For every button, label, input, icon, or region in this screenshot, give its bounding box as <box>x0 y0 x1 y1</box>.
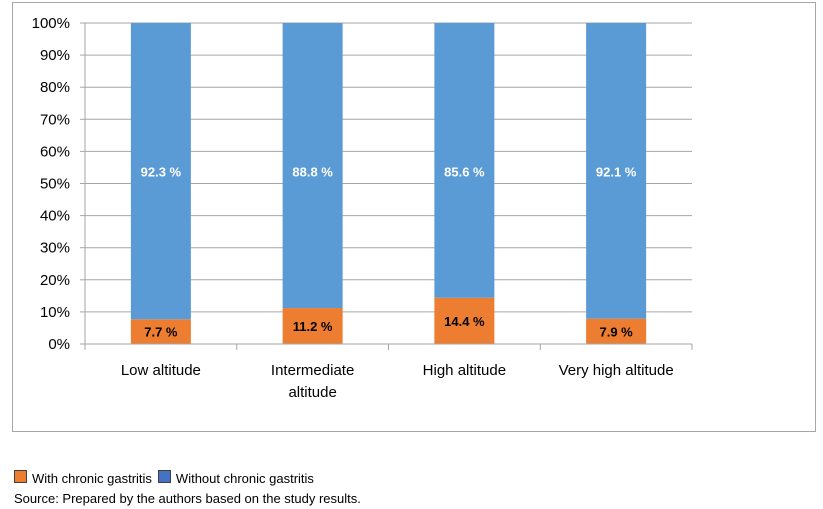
x-category-label: Low altitude <box>121 362 201 379</box>
y-tick-label: 10% <box>40 304 70 321</box>
data-label: 92.3 % <box>141 165 182 180</box>
bar-with-gastritis <box>434 297 495 344</box>
y-tick-label: 0% <box>48 336 70 353</box>
legend-label-with: With chronic gastritis <box>32 471 152 486</box>
data-label: 7.9 % <box>600 324 634 339</box>
legend: With chronic gastritis Without chronic g… <box>14 470 320 486</box>
stacked-bar-chart: 0% 10% 20% 30% 40% 50% 60% 70% 80% 90% 100% 7.7 % 92… <box>32 15 693 401</box>
chart-area: 0% 10% 20% 30% 40% 50% 60% 70% 80% 90% 100% 7.7 % 92… <box>12 2 816 432</box>
legend-swatch-orange <box>14 470 27 483</box>
y-tick-label: 20% <box>40 272 70 289</box>
data-label: 11.2 % <box>293 319 333 334</box>
y-tick-label: 90% <box>40 47 70 64</box>
data-label: 14.4 % <box>444 314 485 329</box>
data-label: 85.6 % <box>444 165 485 180</box>
y-tick-label: 70% <box>40 111 70 128</box>
y-tick-label: 30% <box>40 240 70 257</box>
y-tick-label: 50% <box>40 176 70 193</box>
source-note: Source: Prepared by the authors based on… <box>14 491 361 506</box>
bar-without-gastritis <box>130 23 191 320</box>
x-category-label: High altitude <box>423 362 506 379</box>
x-category-label: Intermediate altitude <box>271 362 354 401</box>
bar-without-gastritis <box>282 23 343 309</box>
data-label: 92.1 % <box>596 165 637 180</box>
y-tick-label: 40% <box>40 208 70 225</box>
legend-label-without: Without chronic gastritis <box>175 471 314 486</box>
data-label: 7.7 % <box>144 325 178 340</box>
y-tick-label: 100% <box>32 15 70 32</box>
data-label: 88.8 % <box>292 165 333 180</box>
bar-with-gastritis <box>282 308 343 344</box>
legend-item-with-gastritis: With chronic gastritis <box>14 470 152 486</box>
legend-item-without-gastritis: Without chronic gastritis <box>157 470 314 486</box>
legend-swatch-blue <box>157 470 171 483</box>
y-tick-label: 80% <box>40 79 70 96</box>
x-category-label: Very high altitude <box>559 362 674 379</box>
bar-without-gastritis <box>586 23 647 319</box>
y-tick-label: 60% <box>40 143 70 160</box>
bar-without-gastritis <box>434 23 495 298</box>
bar-with-gastritis <box>586 318 647 344</box>
bar-with-gastritis <box>130 319 191 344</box>
